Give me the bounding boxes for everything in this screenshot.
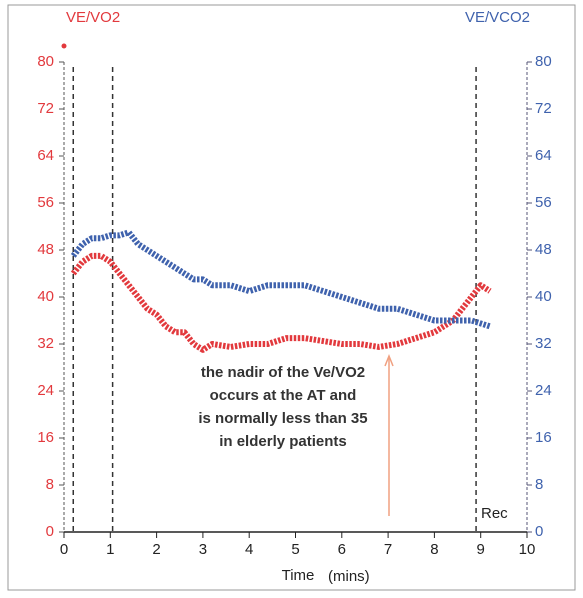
y-tick-label: 80: [37, 53, 54, 70]
data-line: [70, 229, 491, 330]
y2-tick-label: 24: [535, 382, 552, 399]
annotation-line: the nadir of the Ve/VO2: [201, 364, 365, 381]
y2-tick-label: 64: [535, 147, 552, 164]
x-tick-label: 5: [291, 541, 299, 558]
x-tick-label: 0: [60, 541, 68, 558]
annotation-line: occurs at the AT and: [210, 387, 357, 404]
x-tick-label: 2: [152, 541, 160, 558]
y2-tick-label: 80: [535, 53, 552, 70]
annotation-line: in elderly patients: [219, 433, 347, 450]
x-tick-label: 6: [338, 541, 346, 558]
y-tick-label: 8: [46, 476, 54, 493]
y-tick-label: 56: [37, 194, 54, 211]
y-axis-title: VE/VO2: [66, 9, 120, 26]
y-tick-label: 48: [37, 241, 54, 258]
y2-tick-label: 40: [535, 288, 552, 305]
y2-tick-label: 32: [535, 335, 552, 352]
y-tick-label: 24: [37, 382, 54, 399]
y2-tick-label: 48: [535, 241, 552, 258]
x-tick-label: 4: [245, 541, 253, 558]
data-line: [70, 252, 492, 353]
x-tick-label: 8: [430, 541, 438, 558]
x-tick-label: 3: [199, 541, 207, 558]
y-tick-label: 32: [37, 335, 54, 352]
annotation-line: is normally less than 35: [198, 410, 367, 427]
y-tick-label: 64: [37, 147, 54, 164]
frame: [7, 4, 576, 591]
y-tick-label: 72: [37, 100, 54, 117]
axis-marker: [61, 43, 67, 49]
x-axis-unit: (mins): [328, 568, 370, 585]
y-tick-label: 16: [37, 429, 54, 446]
x-tick-label: 9: [477, 541, 485, 558]
y2-tick-label: 72: [535, 100, 552, 117]
y2-tick-label: 0: [535, 523, 543, 540]
y2-axis-title: VE/VCO2: [465, 9, 530, 26]
y2-tick-label: 56: [535, 194, 552, 211]
x-tick-label: 10: [519, 541, 536, 558]
y-tick-label: 0: [46, 523, 54, 540]
x-tick-label: 7: [384, 541, 392, 558]
x-axis-title: Time: [282, 567, 315, 584]
y2-tick-label: 16: [535, 429, 552, 446]
x-tick-label: 1: [106, 541, 114, 558]
y2-tick-label: 8: [535, 476, 543, 493]
arrow-head: [384, 353, 394, 367]
rec-label: Rec: [481, 505, 508, 522]
y-tick-label: 40: [37, 288, 54, 305]
